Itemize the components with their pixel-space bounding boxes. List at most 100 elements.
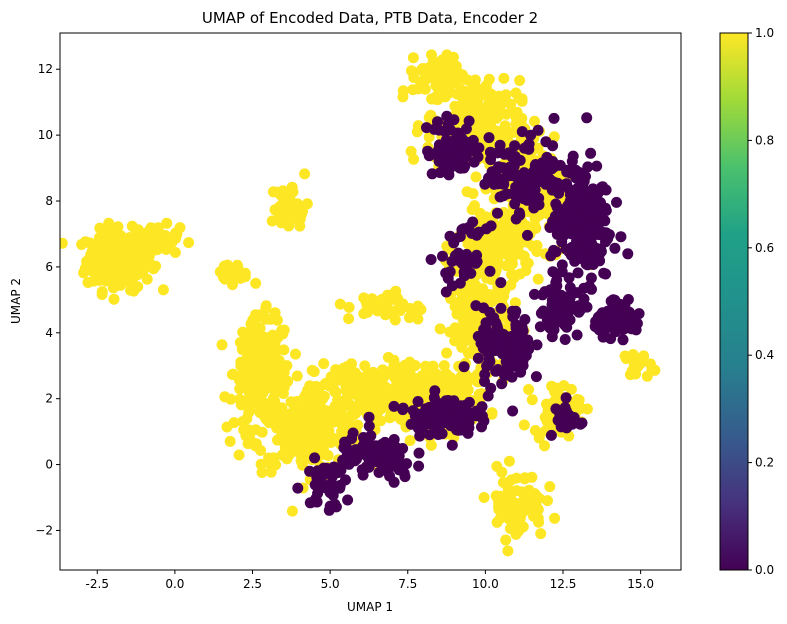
scatter-point — [517, 360, 529, 372]
scatter-point — [458, 266, 470, 278]
scatter-point — [558, 380, 570, 392]
scatter-point — [501, 108, 512, 120]
scatter-point — [500, 89, 512, 101]
scatter-point — [440, 80, 452, 92]
scatter-point — [463, 422, 475, 434]
scatter-point — [502, 545, 514, 557]
scatter-point — [455, 371, 467, 383]
scatter-point — [599, 215, 611, 227]
scatter-point — [107, 268, 119, 280]
scatter-point — [600, 227, 612, 239]
scatter-point — [460, 123, 472, 135]
x-tick-label: 15.0 — [627, 577, 654, 591]
scatter-point — [287, 426, 299, 438]
scatter-point — [503, 228, 515, 239]
scatter-point — [459, 322, 471, 334]
scatter-point — [425, 414, 437, 426]
scatter-point — [498, 240, 510, 252]
scatter-point — [572, 267, 584, 279]
scatter-point — [437, 250, 448, 262]
scatter-point — [98, 252, 110, 264]
scatter-point — [440, 267, 452, 279]
scatter-point — [505, 492, 517, 504]
scatter-point — [425, 254, 437, 265]
colorbar-tick-label: 0.8 — [755, 133, 774, 147]
colorbar-tick-label: 0.2 — [755, 456, 774, 470]
scatter-point — [479, 376, 490, 387]
scatter-point — [519, 472, 531, 484]
scatter-point — [531, 240, 543, 251]
scatter-point — [243, 371, 255, 383]
scatter-point — [539, 440, 550, 452]
scatter-point — [608, 321, 620, 333]
scatter-point — [126, 266, 138, 278]
scatter-point — [342, 494, 354, 506]
scatter-point — [424, 375, 436, 386]
scatter-point — [644, 358, 656, 370]
scatter-point — [463, 412, 475, 424]
scatter-point — [127, 237, 139, 249]
scatter-point — [398, 393, 410, 405]
scatter-point — [260, 300, 272, 312]
scatter-point — [530, 371, 542, 383]
scatter-point — [449, 322, 461, 334]
scatter-point — [486, 106, 498, 118]
scatter-point — [395, 300, 407, 312]
scatter-point — [551, 180, 563, 192]
scatter-point — [357, 390, 369, 402]
scatter-point — [359, 360, 371, 372]
scatter-point — [548, 112, 560, 124]
scatter-point — [265, 397, 277, 409]
scatter-point — [443, 169, 455, 181]
scatter-point — [465, 95, 477, 107]
scatter-point — [565, 249, 577, 261]
scatter-point — [241, 413, 253, 425]
scatter-point — [494, 139, 506, 151]
scatter-point — [237, 358, 249, 370]
scatter-point — [471, 256, 483, 268]
scatter-point — [243, 351, 255, 363]
scatter-point — [484, 265, 496, 277]
y-tick-label: 2 — [45, 392, 53, 406]
scatter-point — [277, 411, 288, 423]
x-axis-label: UMAP 1 — [347, 600, 393, 614]
scatter-point — [568, 412, 580, 423]
scatter-point — [472, 151, 484, 163]
scatter-point — [600, 236, 611, 248]
scatter-point — [428, 123, 440, 135]
scatter-point — [363, 420, 375, 432]
scatter-point — [546, 331, 558, 343]
scatter-point — [234, 337, 246, 348]
scatter-point — [266, 215, 278, 227]
scatter-point — [511, 472, 522, 484]
scatter-point — [384, 470, 396, 482]
scatter-point — [472, 352, 484, 364]
scatter-point — [442, 123, 454, 134]
y-tick-label: 10 — [38, 128, 53, 142]
scatter-point — [506, 503, 518, 515]
scatter-point — [455, 299, 467, 310]
scatter-point — [544, 481, 556, 493]
scatter-point — [509, 297, 521, 309]
scatter-point — [258, 338, 269, 350]
scatter-point — [485, 274, 497, 285]
scatter-point — [485, 88, 497, 100]
scatter-point — [581, 403, 593, 415]
y-axis-ticks: −2 0 2 4 6 8 10 12 — [35, 62, 60, 537]
scatter-point — [316, 478, 327, 490]
scatter-point — [224, 435, 236, 447]
scatter-point — [472, 287, 484, 299]
colorbar — [719, 32, 749, 571]
scatter-point — [473, 102, 485, 114]
scatter-point — [125, 277, 137, 289]
scatter-point — [245, 318, 257, 330]
scatter-point — [441, 347, 453, 359]
scatter-point — [516, 126, 528, 138]
scatter-point — [242, 438, 254, 450]
scatter-point — [255, 458, 267, 470]
scatter-point — [292, 438, 304, 450]
scatter-point — [337, 458, 349, 470]
scatter-point — [605, 295, 617, 307]
scatter-point — [413, 460, 425, 472]
scatter-point — [529, 509, 541, 520]
